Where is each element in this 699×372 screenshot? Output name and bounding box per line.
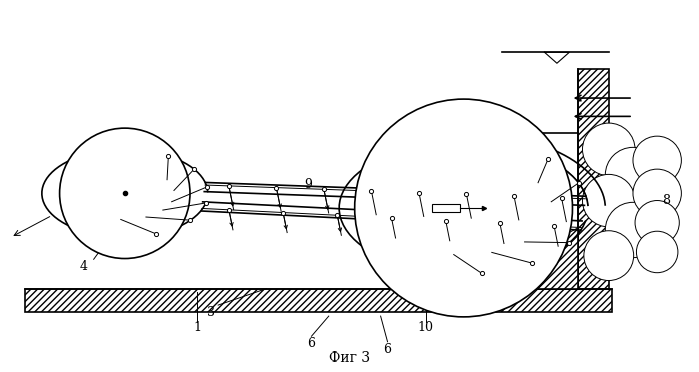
- Circle shape: [633, 169, 682, 218]
- Text: Фиг 3: Фиг 3: [329, 351, 370, 365]
- Polygon shape: [463, 227, 577, 289]
- Circle shape: [59, 128, 190, 259]
- Bar: [577, 69, 609, 289]
- Text: 1: 1: [194, 321, 201, 334]
- Circle shape: [635, 201, 679, 245]
- Circle shape: [584, 231, 634, 280]
- Text: 2: 2: [439, 203, 447, 217]
- Circle shape: [354, 99, 572, 317]
- Text: 2: 2: [114, 187, 122, 200]
- Circle shape: [582, 123, 635, 176]
- Text: 6: 6: [308, 337, 315, 350]
- Text: 4: 4: [79, 260, 87, 273]
- Text: 3: 3: [207, 306, 215, 319]
- Bar: [433, 203, 460, 212]
- Bar: [24, 289, 612, 312]
- Circle shape: [605, 202, 661, 258]
- Circle shape: [605, 147, 661, 203]
- Text: 9: 9: [304, 178, 312, 191]
- Text: 8: 8: [662, 194, 670, 207]
- Circle shape: [636, 231, 678, 273]
- Circle shape: [582, 174, 635, 227]
- Text: 6: 6: [384, 343, 391, 356]
- Text: 10: 10: [417, 321, 433, 334]
- Circle shape: [633, 136, 682, 185]
